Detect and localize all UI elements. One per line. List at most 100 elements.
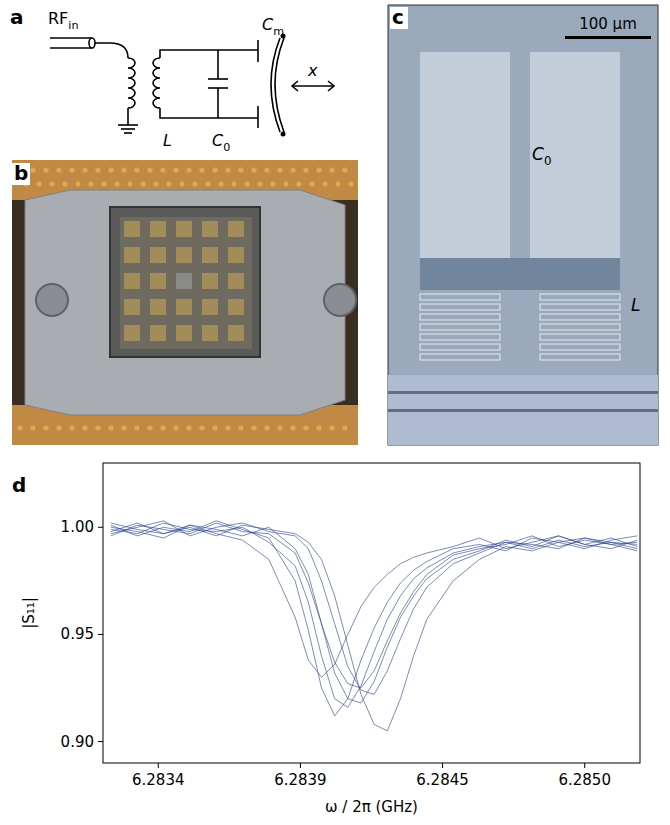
pcb-via xyxy=(153,181,158,186)
chip-pad xyxy=(150,325,166,341)
bus xyxy=(420,258,620,290)
holder xyxy=(25,190,345,415)
x-tick xyxy=(584,763,585,768)
pcb-via xyxy=(212,167,217,172)
pcb-via xyxy=(69,425,74,430)
pcb-via xyxy=(108,167,113,172)
pcb-via xyxy=(134,167,139,172)
pcb-via xyxy=(36,181,41,186)
pcb-via xyxy=(101,181,106,186)
pcb-via xyxy=(49,181,54,186)
x-tick-label: 6.2845 xyxy=(416,771,469,789)
y-tick xyxy=(98,634,103,635)
label-main: C xyxy=(532,144,544,164)
pcb-via xyxy=(43,425,48,430)
membrane xyxy=(275,38,284,132)
pcb-via xyxy=(218,181,223,186)
pcb-via xyxy=(62,181,67,186)
l-label: L xyxy=(163,131,172,150)
x-tick xyxy=(442,763,443,768)
chip-pad xyxy=(176,325,192,341)
x-tick-label: 6.2834 xyxy=(132,771,185,789)
label-sub: 0 xyxy=(544,154,552,168)
pcb-via xyxy=(283,181,288,186)
y-tick-label: 1.00 xyxy=(61,518,94,536)
feedline-gap xyxy=(388,409,658,412)
ground xyxy=(118,124,138,126)
pcb-via xyxy=(257,181,262,186)
pcb-via xyxy=(147,167,152,172)
chip-pad xyxy=(150,247,166,263)
chip-pad xyxy=(228,273,244,289)
trace xyxy=(111,523,637,703)
pcb-via xyxy=(160,425,165,430)
pcb-via xyxy=(277,425,282,430)
trace xyxy=(111,523,637,731)
pcb-via xyxy=(309,181,314,186)
screw xyxy=(324,284,356,316)
chip-pad xyxy=(150,221,166,237)
pcb-via xyxy=(108,425,113,430)
meander xyxy=(540,294,620,300)
c0-label: C0 xyxy=(212,131,230,154)
meander xyxy=(540,354,620,360)
pcb-via xyxy=(82,167,87,172)
meander xyxy=(420,314,500,320)
pcb-via xyxy=(166,181,171,186)
pcb-via xyxy=(205,181,210,186)
chip-pad xyxy=(176,247,192,263)
chip-pad xyxy=(228,221,244,237)
x-tick xyxy=(158,763,159,768)
chip-pad xyxy=(150,299,166,315)
chip-pad xyxy=(176,221,192,237)
photo-bg xyxy=(12,160,358,445)
x-label: x xyxy=(307,61,318,80)
pcb-via xyxy=(303,167,308,172)
pcb-via xyxy=(82,425,87,430)
pcb-via xyxy=(348,181,353,186)
anchor xyxy=(281,132,286,137)
figure: aRFinCmLC0xbc100 µmC0Ld0.900.951.006.283… xyxy=(0,0,670,825)
pcb-via xyxy=(329,425,334,430)
chip-pad xyxy=(202,247,218,263)
inductor-coil xyxy=(153,58,160,108)
panel-c: c100 µmC0L xyxy=(388,5,658,445)
pcb-via xyxy=(342,167,347,172)
chip-pad xyxy=(124,273,140,289)
screw xyxy=(36,284,68,316)
meander xyxy=(540,334,620,340)
wire xyxy=(160,108,258,118)
pcb-via xyxy=(342,425,347,430)
pcb-via xyxy=(238,167,243,172)
chip-pad xyxy=(176,299,192,315)
chip-pad xyxy=(176,273,192,289)
chip-pad xyxy=(124,247,140,263)
label-main: RF xyxy=(48,9,68,28)
panel-letter: d xyxy=(12,473,26,497)
pcb-via xyxy=(43,167,48,172)
meander xyxy=(540,304,620,310)
y-axis-title: |S₁₁| xyxy=(20,597,38,629)
pcb-via xyxy=(186,167,191,172)
panel-letter: b xyxy=(14,161,28,185)
c0-label: C0 xyxy=(532,144,551,168)
pcb-via xyxy=(199,425,204,430)
pcb-via xyxy=(335,181,340,186)
meander xyxy=(420,354,500,360)
meander xyxy=(420,334,500,340)
x-tick-label: 6.2839 xyxy=(274,771,327,789)
pcb-via xyxy=(75,181,80,186)
meander xyxy=(540,324,620,330)
l-label: L xyxy=(631,295,640,315)
pcb-via xyxy=(147,425,152,430)
chip-pad xyxy=(124,325,140,341)
pcb-via xyxy=(316,167,321,172)
feedline xyxy=(388,375,658,445)
x-tick-label: 6.2850 xyxy=(558,771,611,789)
capacitor-plate xyxy=(257,106,259,128)
pcb-via xyxy=(270,181,275,186)
pcb-via xyxy=(114,181,119,186)
chip-pad xyxy=(202,221,218,237)
trace xyxy=(111,525,637,677)
wire xyxy=(217,88,219,118)
